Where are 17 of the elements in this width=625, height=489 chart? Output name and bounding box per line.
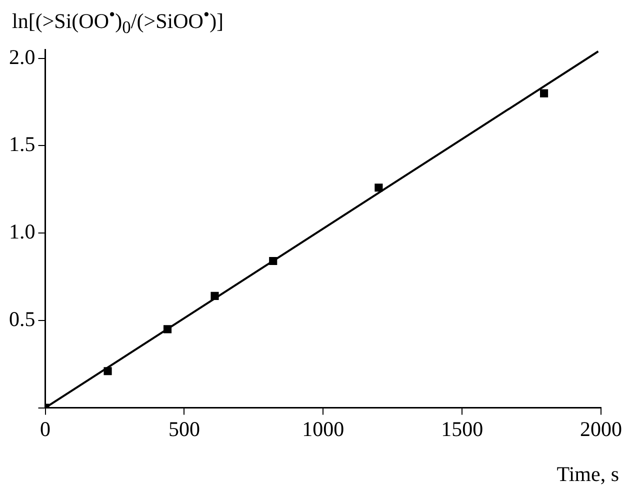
- point: [210, 292, 219, 300]
- point: [374, 184, 383, 192]
- x-tick-label: 500: [168, 416, 200, 441]
- point: [269, 256, 278, 266]
- y-tick-label: 2.0: [9, 44, 36, 69]
- point: [163, 325, 172, 334]
- point: [104, 367, 112, 376]
- x-tick-label: 1500: [441, 416, 484, 441]
- x-tick-label: 0: [40, 416, 50, 441]
- point: [540, 89, 548, 98]
- y-tick-label: 1.0: [9, 220, 36, 244]
- x-axis-title: Time, s: [556, 462, 619, 487]
- y-tick-label: 1.5: [9, 132, 36, 156]
- y-tick-label: 0.5: [9, 306, 36, 331]
- y-axis-title: ln[(>Si(OO$^{•}$)$_{0}$/(>SiOO$^{•}$)]: [12, 4, 224, 38]
- x-tick-label: 2000: [580, 416, 622, 441]
- x-tick-label: 1000: [302, 416, 344, 441]
